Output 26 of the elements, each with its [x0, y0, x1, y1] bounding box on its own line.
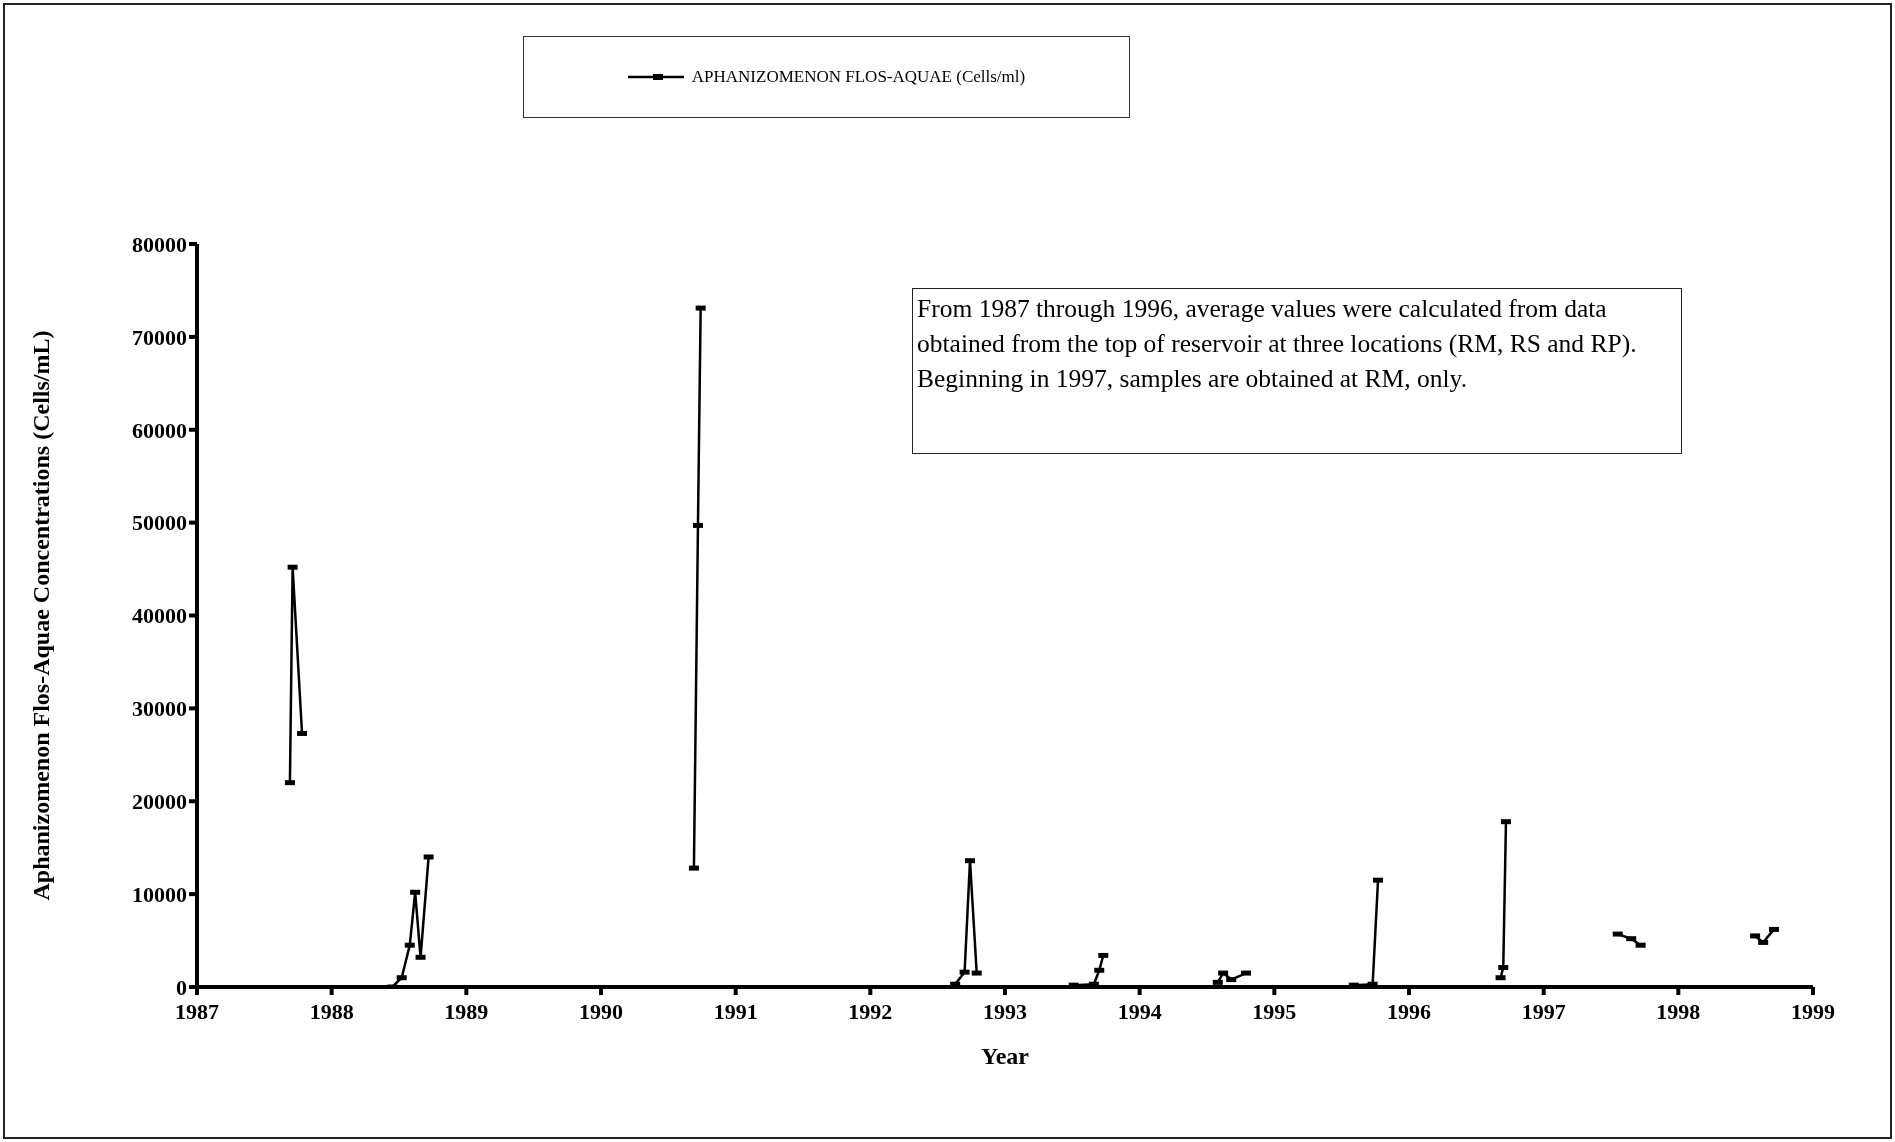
- x-tick-label: 1992: [848, 998, 893, 1024]
- x-tick-label: 1995: [1252, 998, 1297, 1024]
- y-tick-label: 40000: [132, 603, 187, 629]
- x-tick-label: 1989: [444, 998, 489, 1024]
- legend-label: APHANIZOMENON FLOS-AQUAE (Cells/ml): [691, 67, 1026, 87]
- x-tick-label: 1987: [175, 998, 219, 1024]
- y-tick-label: 80000: [132, 231, 187, 257]
- y-tick-label: 60000: [132, 417, 187, 443]
- text-box: From 1987 through 1996, average values were calculated from data obtained from the top of reservoir at three locations (RM, RS and RP). Beginning in 1997, samples are obtained at RM, only.: [912, 288, 1682, 454]
- x-tick-label: 1994: [1117, 998, 1162, 1024]
- y-axis-title: Aphanizomenon Flos-Aquae Concentrations (Cells/mL): [27, 330, 54, 901]
- y-tick-label: 30000: [132, 696, 187, 722]
- x-axis-title: Year: [981, 1043, 1030, 1070]
- y-tick-label: 50000: [132, 510, 187, 536]
- y-tick-label: 10000: [132, 881, 187, 907]
- x-tick-label: 1998: [1656, 998, 1701, 1024]
- x-tick-label: 1988: [309, 998, 354, 1024]
- x-tick-label: 1996: [1387, 998, 1431, 1024]
- y-tick-label: 0: [176, 974, 187, 1000]
- x-tick-label: 1999: [1791, 998, 1835, 1024]
- y-tick-label: 20000: [132, 789, 187, 815]
- x-tick-label: 1997: [1521, 998, 1566, 1024]
- x-tick-label: 1991: [713, 998, 758, 1024]
- x-tick-label: 1990: [579, 998, 623, 1024]
- y-tick-label: 70000: [132, 324, 187, 350]
- x-tick-label: 1993: [983, 998, 1027, 1024]
